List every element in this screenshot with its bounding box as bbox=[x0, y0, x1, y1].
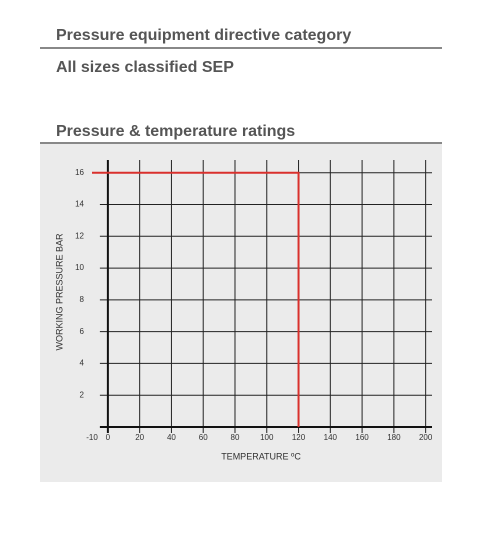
y-tick-label: 4 bbox=[80, 359, 85, 368]
y-tick-label: 10 bbox=[75, 263, 84, 272]
x-tick-label: 80 bbox=[231, 433, 240, 442]
x-tick-label: 160 bbox=[355, 433, 369, 442]
x-axis-label: TEMPERATURE ºC bbox=[221, 451, 301, 461]
header-title: Pressure equipment directive category bbox=[56, 27, 351, 44]
x-tick-label: 180 bbox=[387, 433, 401, 442]
x-tick-label: 100 bbox=[260, 433, 274, 442]
y-tick-label: 14 bbox=[75, 200, 84, 209]
y-tick-label: 12 bbox=[75, 231, 84, 240]
y-tick-label: 2 bbox=[80, 390, 85, 399]
y-tick-label: 6 bbox=[80, 327, 85, 336]
chart-panel bbox=[40, 143, 442, 482]
x-tick-label: 0 bbox=[106, 433, 111, 442]
x-tick-label: -10 bbox=[86, 433, 98, 442]
x-tick-label: 60 bbox=[199, 433, 208, 442]
rule bbox=[40, 142, 442, 144]
x-tick-label: 40 bbox=[167, 433, 176, 442]
section-title: Pressure & temperature ratings bbox=[56, 123, 295, 140]
rule bbox=[40, 47, 442, 49]
x-tick-label: 200 bbox=[419, 433, 433, 442]
x-tick-label: 140 bbox=[324, 433, 338, 442]
y-axis-label: WORKING PRESSURE BAR bbox=[54, 233, 64, 351]
y-tick-label: 16 bbox=[75, 168, 84, 177]
y-tick-label: 8 bbox=[80, 295, 85, 304]
pressure-limit-line bbox=[92, 171, 300, 427]
x-tick-label: 20 bbox=[135, 433, 144, 442]
classification: All sizes classified SEP bbox=[56, 59, 234, 76]
x-tick-label: 120 bbox=[292, 433, 306, 442]
